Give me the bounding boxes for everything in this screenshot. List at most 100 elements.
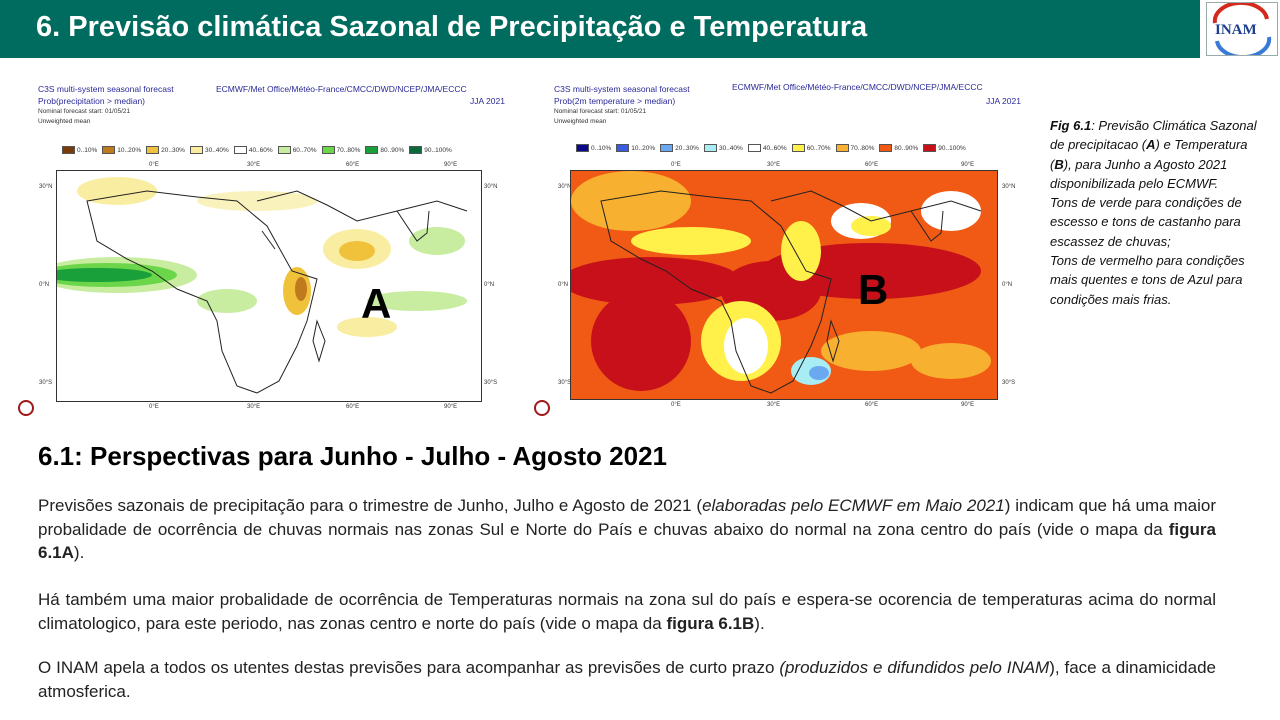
lon-tick: 60°E xyxy=(865,402,879,408)
inam-logo: INAM xyxy=(1206,2,1278,56)
legend-swatch xyxy=(879,144,893,152)
legend-label: 90..100% xyxy=(938,144,966,152)
map-b-title-1: C3S multi-system seasonal forecast xyxy=(554,84,690,94)
legend-label: 0..10% xyxy=(591,144,612,152)
legend-entry: 60..70% xyxy=(277,146,317,154)
lat-tick: 0°N xyxy=(484,282,495,288)
legend-swatch xyxy=(835,144,849,152)
p1-figure-ref: figura 6.1A xyxy=(38,519,1216,563)
map-b-legend: 0..10% 10..20% 20..30% 30..40% 40..60% 60..70… xyxy=(576,144,966,152)
lon-tick: 30°E xyxy=(247,162,261,168)
map-a-plot xyxy=(56,170,482,402)
legend-label: 30..40% xyxy=(204,146,229,154)
legend-swatch xyxy=(365,146,379,154)
precipitation-map: C3S multi-system seasonal forecast Prob(… xyxy=(18,82,512,428)
legend-label: 0..10% xyxy=(77,146,98,154)
map-a-title-3: Nominal forecast start: 01/05/21 xyxy=(38,108,131,115)
p3-text: O INAM apela a todos os utentes destas p… xyxy=(38,658,780,677)
lat-tick: 30°N xyxy=(558,184,572,190)
p3-text-c: ), face a dinamicidade atmosferica. xyxy=(38,658,1216,701)
caption-part1: : Previsão Climática Sazonal de precipit… xyxy=(1050,118,1257,153)
map-b-title-2: Prob(2m temperature > median) xyxy=(554,96,676,106)
legend-swatch xyxy=(791,144,805,152)
p2-text-c: ). xyxy=(754,613,765,633)
legend-label: 60..70% xyxy=(292,146,317,154)
lon-tick: 0°E xyxy=(149,404,159,410)
p1-text-b: ) indicam que há uma maior probalidade d… xyxy=(38,496,1217,539)
legend-label: 70..80% xyxy=(850,144,875,152)
lat-tick: 30°N xyxy=(484,184,498,190)
caption-part2: ) e Temperatura ( xyxy=(1050,137,1248,172)
lat-tick: 0°N xyxy=(39,282,50,288)
legend-entry: 90..100% xyxy=(409,146,452,154)
legend-entry: 20..30% xyxy=(146,146,185,154)
caption-part3: ), para Junho a Agosto 2021 disponibiliz… xyxy=(1050,156,1228,191)
legend-label: 80..90% xyxy=(380,146,405,154)
legend-swatch xyxy=(321,146,335,154)
lon-tick: 90°E xyxy=(444,162,458,168)
temperature-map: C3S multi-system seasonal forecast Prob(… xyxy=(534,82,1032,428)
lat-tick: 0°N xyxy=(558,282,569,288)
lon-tick: 60°E xyxy=(865,162,879,168)
p1-em: elaboradas pelo ECMWF em Maio 2021 xyxy=(702,496,1005,515)
logo-text: INAM xyxy=(1215,22,1257,38)
legend-entry: 40..60% xyxy=(747,144,787,152)
lat-tick: 30°S xyxy=(558,380,572,386)
map-a-centres: ECMWF/Met Office/Météo-France/CMCC/DWD/N… xyxy=(216,84,467,94)
legend-label: 10..20% xyxy=(117,146,142,154)
lat-tick: 0°N xyxy=(1002,282,1013,288)
legend-label: 60..70% xyxy=(806,144,831,152)
lon-tick: 90°E xyxy=(961,162,975,168)
caption-a: A xyxy=(1146,137,1156,153)
lon-tick: 30°E xyxy=(247,404,261,410)
legend-entry: 10..20% xyxy=(102,146,141,154)
legend-swatch xyxy=(102,146,116,154)
copernicus-logo xyxy=(18,400,34,416)
title-banner: 6. Previsão climática Sazonal de Precipi… xyxy=(0,0,1200,58)
legend-swatch xyxy=(146,146,160,154)
legend-label: 70..80% xyxy=(336,146,361,154)
legend-entry: 80..90% xyxy=(879,144,918,152)
legend-label: 90..100% xyxy=(424,146,452,154)
p1-text: Previsões sazonais de precipitação para … xyxy=(38,496,703,515)
caption-line3: Tons de vermelho para condições mais que… xyxy=(1050,253,1245,307)
legend-swatch xyxy=(189,146,203,154)
legend-swatch xyxy=(62,146,75,154)
section-heading: 6.1: Perspectivas para Junho - Julho - A… xyxy=(38,441,668,471)
legend-entry: 80..90% xyxy=(365,146,404,154)
legend-entry: 30..40% xyxy=(703,144,743,152)
legend-swatch xyxy=(923,144,937,152)
lon-tick: 60°E xyxy=(346,404,360,410)
map-a-title-2: Prob(precipitation > median) xyxy=(38,96,146,106)
map-a-legend: 0..10% 10..20% 20..30% 30..40% 40..60% 60..70… xyxy=(62,146,452,154)
lat-tick: 30°S xyxy=(39,380,53,386)
map-b-plot xyxy=(570,170,998,400)
legend-entry: 90..100% xyxy=(923,144,966,152)
lon-tick: 90°E xyxy=(444,404,458,410)
p2-text: Há também uma maior probalidade de ocorr… xyxy=(38,590,1216,633)
legend-swatch xyxy=(576,144,589,152)
paragraph-3: O INAM apela a todos os utentes destas p… xyxy=(38,656,1216,703)
legend-swatch xyxy=(277,146,291,154)
legend-entry: 40..60% xyxy=(233,146,273,154)
legend-swatch xyxy=(616,144,630,152)
p2-figure-ref: figura 6.1B xyxy=(666,613,755,633)
lat-tick: 30°S xyxy=(1002,380,1016,386)
map-b-letter: B xyxy=(858,266,889,313)
lat-tick: 30°N xyxy=(39,184,53,190)
lon-tick: 0°E xyxy=(671,402,681,408)
paragraph-2: Há também uma maior probalidade de ocorr… xyxy=(38,588,1216,635)
legend-entry: 20..30% xyxy=(660,144,699,152)
lat-tick: 30°S xyxy=(484,380,498,386)
legend-label: 20..30% xyxy=(161,146,185,154)
legend-label: 80..90% xyxy=(894,144,919,152)
copernicus-logo xyxy=(534,400,550,416)
map-a-season: JJA 2021 xyxy=(470,96,505,106)
legend-entry: 10..20% xyxy=(616,144,655,152)
figure-caption: Fig 6.1: Previsão Climática Sazonal de p… xyxy=(1050,116,1260,309)
lat-tick: 30°N xyxy=(1002,184,1016,190)
p3-em: (produzidos e difundidos pelo INAM xyxy=(779,658,1050,677)
inam-logo-arrows xyxy=(1212,3,1272,55)
legend-label: 40..60% xyxy=(248,146,273,154)
map-b-season: JJA 2021 xyxy=(986,96,1021,106)
